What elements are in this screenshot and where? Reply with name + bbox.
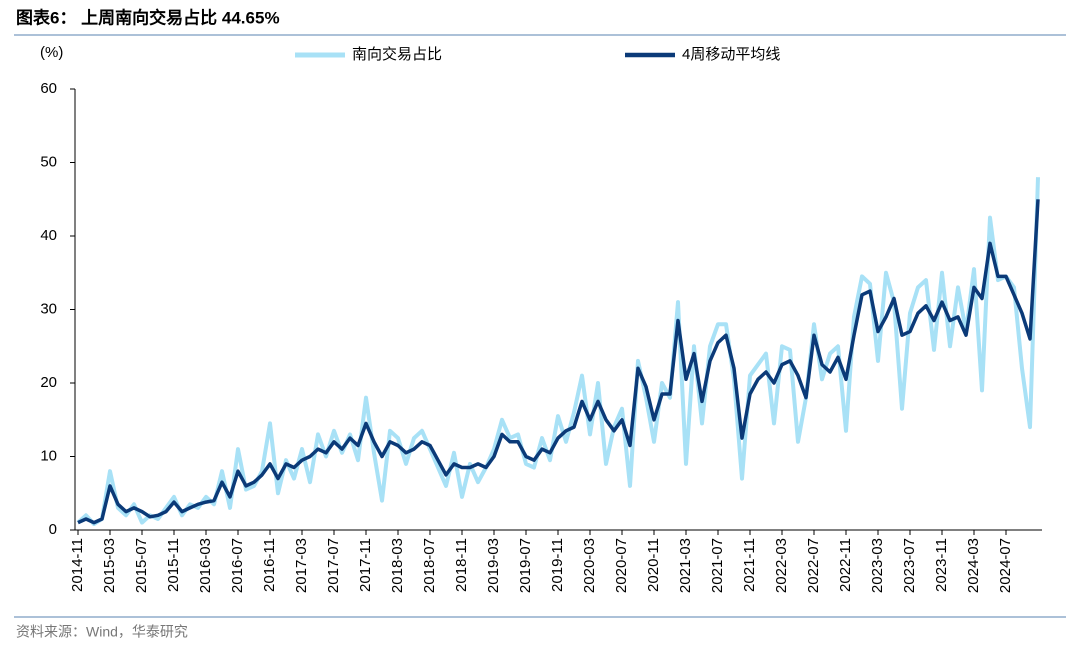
legend-label: 4周移动平均线 <box>682 46 780 63</box>
series-line <box>77 199 1040 525</box>
x-tick-label: 2021-07 <box>709 538 726 593</box>
y-tick-label: 10 <box>40 447 57 464</box>
x-tick-label: 2016-11 <box>261 538 278 592</box>
y-tick-label: 40 <box>40 227 57 244</box>
x-tick-label: 2019-07 <box>517 538 534 593</box>
x-tick-label: 2015-03 <box>101 538 118 593</box>
x-tick-label: 2018-11 <box>453 538 470 592</box>
y-tick-label: 20 <box>40 374 57 391</box>
x-tick-label: 2015-11 <box>165 538 182 592</box>
x-tick-label: 2015-07 <box>133 538 150 593</box>
y-tick-label: 50 <box>40 153 57 170</box>
x-tick-label: 2017-11 <box>357 538 374 592</box>
chart-title: 图表6： 上周南向交易占比 44.65% <box>16 7 280 27</box>
series-line <box>76 177 1040 527</box>
y-axis-label: (%) <box>40 44 63 61</box>
x-tick-label: 2019-11 <box>549 538 566 592</box>
x-tick-label: 2022-07 <box>805 538 822 593</box>
x-tick-label: 2021-03 <box>677 538 694 593</box>
x-tick-label: 2018-07 <box>421 538 438 593</box>
x-tick-label: 2017-03 <box>293 538 310 593</box>
x-tick-label: 2020-03 <box>581 538 598 593</box>
x-tick-label: 2019-03 <box>485 538 502 593</box>
x-tick-label: 2022-11 <box>837 538 854 592</box>
x-tick-label: 2023-07 <box>901 538 918 593</box>
x-tick-label: 2024-03 <box>965 538 982 593</box>
x-tick-label: 2022-03 <box>773 538 790 593</box>
x-tick-label: 2016-03 <box>197 538 214 593</box>
x-tick-label: 2023-11 <box>933 538 950 592</box>
y-tick-label: 30 <box>40 300 57 317</box>
source-note: 资料来源：Wind，华泰研究 <box>16 624 188 640</box>
legend-label: 南向交易占比 <box>352 45 442 63</box>
x-tick-label: 2016-07 <box>229 538 246 593</box>
x-tick-label: 2020-07 <box>613 538 630 593</box>
y-tick-label: 0 <box>49 521 57 538</box>
x-tick-label: 2021-11 <box>741 538 758 592</box>
x-tick-label: 2018-03 <box>389 538 406 593</box>
x-tick-label: 2020-11 <box>645 538 662 592</box>
y-tick-label: 60 <box>40 80 57 97</box>
x-tick-label: 2017-07 <box>325 538 342 593</box>
x-tick-label: 2014-11 <box>69 538 86 592</box>
x-tick-label: 2023-03 <box>869 538 886 593</box>
x-tick-label: 2024-07 <box>997 538 1014 593</box>
